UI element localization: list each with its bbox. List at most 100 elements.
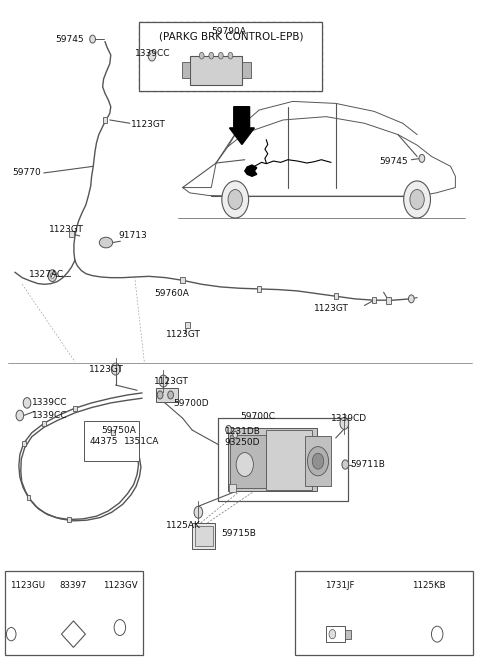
Circle shape <box>222 181 249 218</box>
Polygon shape <box>229 107 254 145</box>
Text: 83397: 83397 <box>60 580 87 590</box>
Bar <box>326 626 345 642</box>
Bar <box>192 523 215 549</box>
Bar <box>84 422 140 461</box>
Text: (PARKG BRK CONTROL-EPB): (PARKG BRK CONTROL-EPB) <box>159 31 303 41</box>
Bar <box>190 56 242 85</box>
Text: 59745: 59745 <box>56 35 84 44</box>
Circle shape <box>228 52 233 59</box>
Circle shape <box>111 363 120 375</box>
Ellipse shape <box>99 237 113 248</box>
Circle shape <box>148 50 156 61</box>
Bar <box>70 231 74 237</box>
Bar <box>228 428 317 491</box>
Text: 1327AC: 1327AC <box>29 270 64 279</box>
Bar <box>266 430 312 490</box>
Text: 93250D: 93250D <box>225 438 260 447</box>
Text: 1231DB: 1231DB <box>225 427 261 436</box>
Circle shape <box>308 447 328 476</box>
Circle shape <box>236 453 253 477</box>
Bar <box>305 436 331 486</box>
Circle shape <box>340 418 348 430</box>
Text: 1339CC: 1339CC <box>135 49 170 58</box>
Bar <box>257 286 261 292</box>
Text: 1123GT: 1123GT <box>48 225 84 234</box>
Bar <box>295 570 473 655</box>
Text: 1125KB: 1125KB <box>412 580 445 590</box>
Text: 59700C: 59700C <box>240 412 275 421</box>
Bar <box>140 22 323 92</box>
Bar <box>73 406 77 411</box>
Text: 1123GT: 1123GT <box>131 120 166 129</box>
Polygon shape <box>245 165 257 176</box>
Text: 1339CD: 1339CD <box>331 414 367 423</box>
Text: 1123GV: 1123GV <box>103 580 137 590</box>
Circle shape <box>16 410 24 421</box>
Circle shape <box>408 295 414 303</box>
Text: 91713: 91713 <box>118 232 147 240</box>
Text: 59770: 59770 <box>12 169 41 177</box>
Text: 59790A: 59790A <box>211 27 246 36</box>
Circle shape <box>159 375 168 387</box>
Bar <box>218 418 348 501</box>
Circle shape <box>228 189 242 209</box>
Bar <box>185 323 190 329</box>
Text: 44375: 44375 <box>89 438 118 446</box>
Bar <box>345 629 351 639</box>
Circle shape <box>50 273 54 278</box>
Circle shape <box>312 454 324 469</box>
Text: 59711B: 59711B <box>350 460 385 469</box>
Text: 1123GU: 1123GU <box>10 580 45 590</box>
Circle shape <box>48 270 57 282</box>
Circle shape <box>6 627 16 641</box>
Bar <box>194 526 213 546</box>
Text: 59700D: 59700D <box>173 399 209 408</box>
Bar <box>156 388 178 402</box>
Text: 1731JF: 1731JF <box>325 580 354 590</box>
Bar <box>26 495 30 500</box>
Circle shape <box>194 506 203 518</box>
Bar <box>140 22 323 92</box>
Circle shape <box>226 426 231 434</box>
Circle shape <box>209 52 214 59</box>
Text: 1123GT: 1123GT <box>166 330 201 339</box>
Bar <box>181 62 190 78</box>
Bar <box>228 485 236 492</box>
Text: 59750A: 59750A <box>101 426 136 434</box>
Bar <box>111 430 115 436</box>
Bar <box>230 435 266 488</box>
Circle shape <box>419 155 425 163</box>
Bar <box>334 293 338 299</box>
Bar <box>42 421 46 426</box>
Circle shape <box>199 52 204 59</box>
Circle shape <box>404 181 431 218</box>
Bar <box>386 297 391 303</box>
Circle shape <box>114 620 126 635</box>
Bar <box>22 441 25 446</box>
Text: 1339CC: 1339CC <box>32 411 67 420</box>
Circle shape <box>218 52 223 59</box>
Circle shape <box>168 391 173 399</box>
Circle shape <box>329 629 336 639</box>
Bar <box>103 117 108 124</box>
Polygon shape <box>61 621 85 647</box>
Text: 1123GT: 1123GT <box>89 365 124 374</box>
Circle shape <box>410 189 424 209</box>
Text: 1123GT: 1123GT <box>314 303 349 313</box>
Circle shape <box>233 432 238 438</box>
Bar <box>372 297 376 303</box>
Circle shape <box>432 626 443 642</box>
Circle shape <box>23 398 31 408</box>
Bar <box>242 62 251 78</box>
Text: 59715B: 59715B <box>221 529 256 538</box>
Circle shape <box>342 460 348 469</box>
Bar <box>180 278 185 284</box>
Circle shape <box>157 391 163 399</box>
Text: 1125AK: 1125AK <box>166 521 201 530</box>
Circle shape <box>90 35 96 43</box>
Text: 1339CC: 1339CC <box>32 398 67 408</box>
Text: 59760A: 59760A <box>154 289 189 298</box>
Bar <box>4 570 144 655</box>
Text: 1351CA: 1351CA <box>124 438 159 446</box>
Text: 59745: 59745 <box>379 157 408 165</box>
